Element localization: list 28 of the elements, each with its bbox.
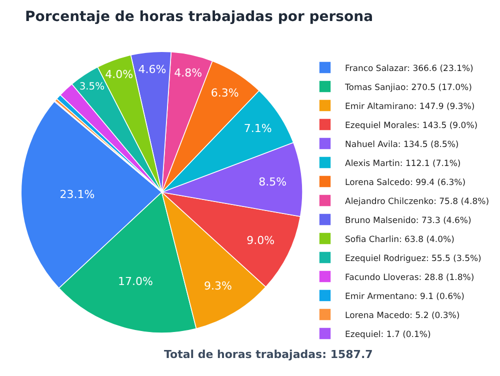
data-label: 23.1% bbox=[60, 188, 95, 201]
data-label: 4.6% bbox=[138, 63, 166, 76]
legend-label: Franco Salazar: 366.6 (23.1%) bbox=[345, 64, 474, 74]
chart-title: Porcentaje de horas trabajadas por persona bbox=[25, 9, 374, 26]
legend-label: Bruno Malsenido: 73.3 (4.6%) bbox=[345, 216, 472, 226]
data-label: 17.0% bbox=[118, 275, 153, 288]
data-label: 4.0% bbox=[105, 68, 134, 82]
text: Total de horas trabajadas: 1587.7 bbox=[164, 348, 373, 361]
data-label: 9.0% bbox=[246, 234, 275, 248]
legend-label: Facundo Lloveras: 28.8 (1.8%) bbox=[345, 272, 474, 283]
data-label: 7.1% bbox=[244, 122, 272, 136]
legend-label: Alejandro Chilczenko: 75.8 (4.8%) bbox=[345, 196, 490, 207]
data-label: 6.3% bbox=[210, 86, 239, 100]
legend-label: Ezequiel Morales: 143.5 (9.0%) bbox=[345, 120, 478, 131]
legend-label: Lorena Macedo: 5.2 (0.3%) bbox=[345, 310, 460, 321]
legend-label: Ezequiel Rodriguez: 55.5 (3.5%) bbox=[345, 254, 482, 264]
data-label: 3.5% bbox=[79, 82, 104, 93]
legend-label: Emir Armentano: 9.1 (0.6%) bbox=[345, 292, 464, 302]
legend-label: Lorena Salcedo: 99.4 (6.3%) bbox=[345, 178, 466, 188]
legend-label: Tomas Sanjiao: 270.5 (17.0%) bbox=[344, 82, 472, 93]
legend-label: Sofia Charlin: 63.8 (4.0%) bbox=[345, 234, 454, 245]
data-label: 9.3% bbox=[204, 279, 232, 292]
legend-label: Emir Altamirano: 147.9 (9.3%) bbox=[345, 102, 475, 112]
legend-label: Nahuel Avila: 134.5 (8.5%) bbox=[345, 140, 459, 150]
legend-label: Ezequiel: 1.7 (0.1%) bbox=[345, 330, 431, 340]
data-label: 8.5% bbox=[258, 175, 287, 188]
data-label: 4.8% bbox=[174, 66, 202, 80]
legend-label: Alexis Martin: 112.1 (7.1%) bbox=[345, 158, 461, 169]
